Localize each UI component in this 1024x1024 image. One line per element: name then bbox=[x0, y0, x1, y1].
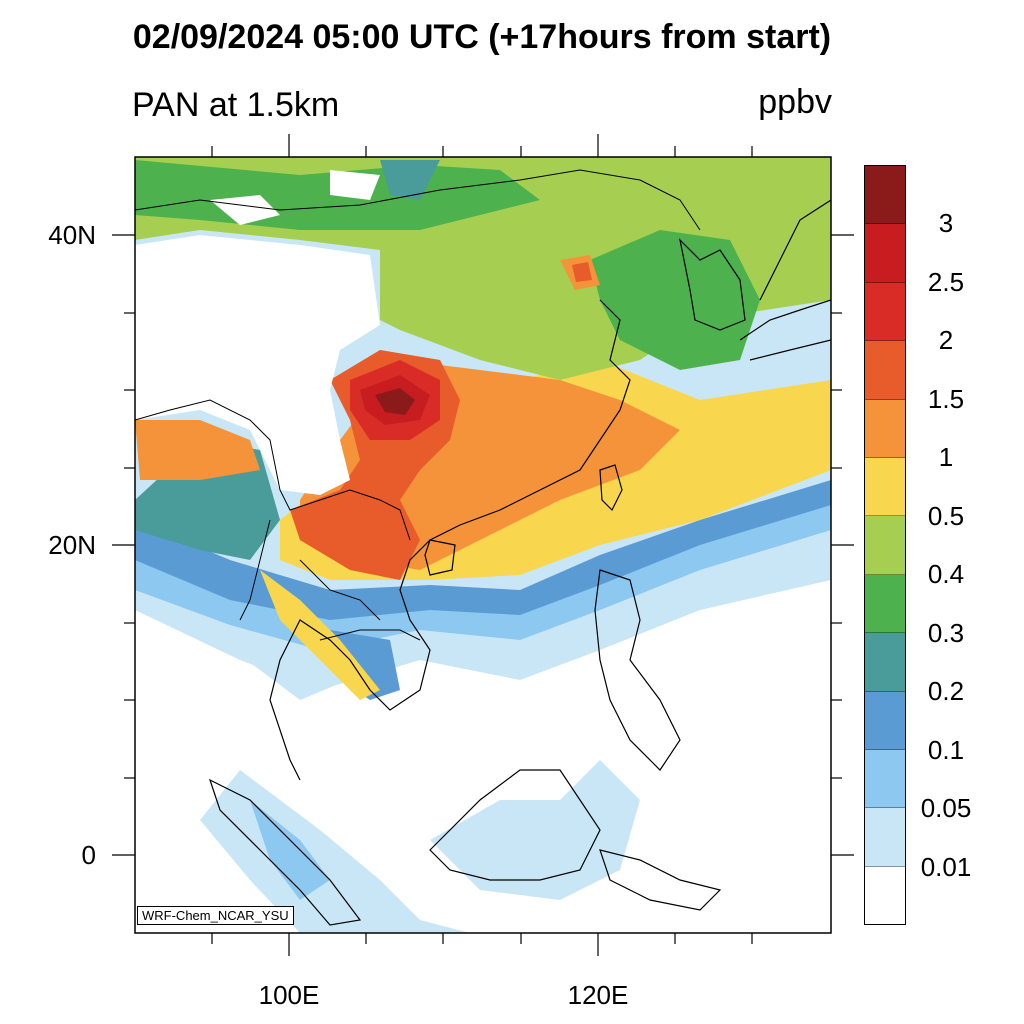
mid-pan-band bbox=[380, 160, 440, 200]
country-border bbox=[239, 519, 421, 641]
colorbar-swatch bbox=[865, 457, 905, 517]
colorbar-swatch bbox=[865, 224, 905, 283]
coastline bbox=[424, 539, 456, 576]
colorbar-tick-label: 2 bbox=[938, 325, 954, 356]
colorbar-tick-label: 1 bbox=[938, 442, 954, 473]
low-pan-band bbox=[200, 770, 470, 933]
colorbar-swatch bbox=[865, 574, 905, 634]
colorbar-swatch bbox=[865, 866, 905, 925]
no-data-area bbox=[330, 170, 380, 200]
colorbar-tick-label: 0.3 bbox=[927, 617, 965, 648]
colorbar-swatch bbox=[865, 749, 905, 809]
model-credit: WRF-Chem_NCAR_YSU bbox=[137, 906, 294, 925]
colorbar-tick-label: 0.5 bbox=[927, 500, 965, 531]
lat-label-0: 0 bbox=[81, 840, 96, 870]
colorbar-tick-label: 1.5 bbox=[927, 383, 965, 414]
colorbar-tick-label: 0.01 bbox=[920, 851, 972, 882]
colorbar-swatch bbox=[865, 691, 905, 750]
coastline bbox=[679, 238, 746, 331]
moderate-pan-region bbox=[260, 570, 380, 700]
variable-label: PAN at 1.5km bbox=[132, 86, 340, 124]
colorbar-swatch bbox=[865, 341, 905, 400]
colorbar-swatch bbox=[865, 808, 905, 867]
low-mid-pan-region bbox=[590, 230, 760, 370]
peak-pan-cell bbox=[375, 388, 415, 415]
lat-label-20n: 20N bbox=[48, 530, 96, 560]
very-high-pan-region bbox=[572, 262, 592, 282]
lon-label-100e: 100E bbox=[258, 980, 320, 1010]
coastline bbox=[599, 849, 722, 911]
colorbar-swatch bbox=[865, 399, 905, 458]
colorbar bbox=[864, 165, 906, 925]
clean-air-region bbox=[300, 690, 560, 800]
colorbar-tick-label: 0.2 bbox=[927, 676, 965, 707]
units-label: ppbv bbox=[758, 83, 832, 121]
colorbar-swatch bbox=[865, 516, 905, 575]
map-title: 02/09/2024 05:00 UTC (+17hours from star… bbox=[132, 18, 832, 56]
colorbar-swatch bbox=[865, 282, 905, 342]
low-pan-band bbox=[135, 480, 831, 620]
coastline bbox=[429, 769, 601, 881]
colorbar-swatch bbox=[865, 166, 905, 225]
coastline bbox=[208, 778, 362, 926]
colorbar-tick-label: 0.4 bbox=[927, 559, 965, 590]
country-border bbox=[135, 399, 411, 541]
country-border bbox=[135, 169, 701, 231]
coastline bbox=[739, 199, 831, 361]
low-pan-band bbox=[250, 800, 330, 900]
no-data-area bbox=[210, 195, 280, 225]
colorbar-tick-label: 0.1 bbox=[927, 734, 965, 765]
no-data-area bbox=[135, 235, 380, 495]
colorbar-tick-label: 2.5 bbox=[927, 266, 965, 297]
colorbar-tick-label: 3 bbox=[938, 208, 954, 239]
colorbar-tick-label: 0.05 bbox=[920, 793, 972, 824]
colorbar-swatch bbox=[865, 633, 905, 692]
coastline bbox=[594, 569, 681, 771]
coastline bbox=[599, 464, 623, 512]
low-pan-band bbox=[430, 760, 640, 900]
lat-label-40n: 40N bbox=[48, 220, 96, 250]
high-pan-region bbox=[135, 420, 260, 480]
coastline bbox=[269, 299, 631, 781]
lon-label-120e: 120E bbox=[567, 980, 629, 1010]
map-ticks bbox=[112, 134, 854, 956]
